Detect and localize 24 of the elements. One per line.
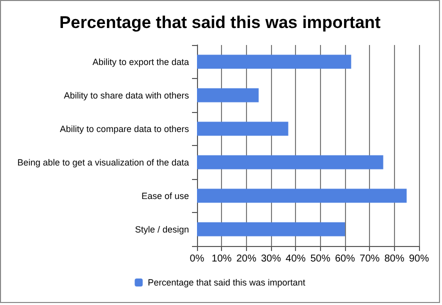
x-tick-label: 50% bbox=[310, 254, 330, 264]
x-tick-label: 20% bbox=[236, 254, 256, 264]
y-tick-label: Being able to get a visualization of the data bbox=[17, 157, 189, 168]
y-tick-label: Ease of use bbox=[141, 190, 189, 201]
x-tick-label: 40% bbox=[286, 254, 306, 264]
x-tick-label: 10% bbox=[212, 254, 232, 264]
bar bbox=[197, 222, 345, 236]
y-tick-label: Ability to export the data bbox=[92, 56, 189, 67]
legend-label: Percentage that said this was important bbox=[148, 278, 306, 288]
x-tick-label: 30% bbox=[260, 254, 282, 264]
x-tick-label: 70% bbox=[360, 254, 380, 264]
bar bbox=[197, 188, 407, 203]
x-tick-label: 80% bbox=[384, 254, 404, 264]
x-tick-label: 0% bbox=[190, 254, 204, 264]
x-tick-label: 90% bbox=[408, 254, 430, 264]
y-tick-label: Ability to share data with others bbox=[64, 90, 190, 100]
bar bbox=[197, 88, 259, 102]
x-tick-label: 60% bbox=[334, 254, 356, 264]
bar bbox=[197, 122, 288, 136]
bar bbox=[197, 54, 352, 69]
y-tick-label: Ability to compare data to others bbox=[60, 124, 190, 134]
chart-title: Percentage that said this was important bbox=[59, 13, 381, 32]
bar bbox=[197, 155, 384, 170]
y-tick-label: Style / design bbox=[134, 224, 189, 234]
